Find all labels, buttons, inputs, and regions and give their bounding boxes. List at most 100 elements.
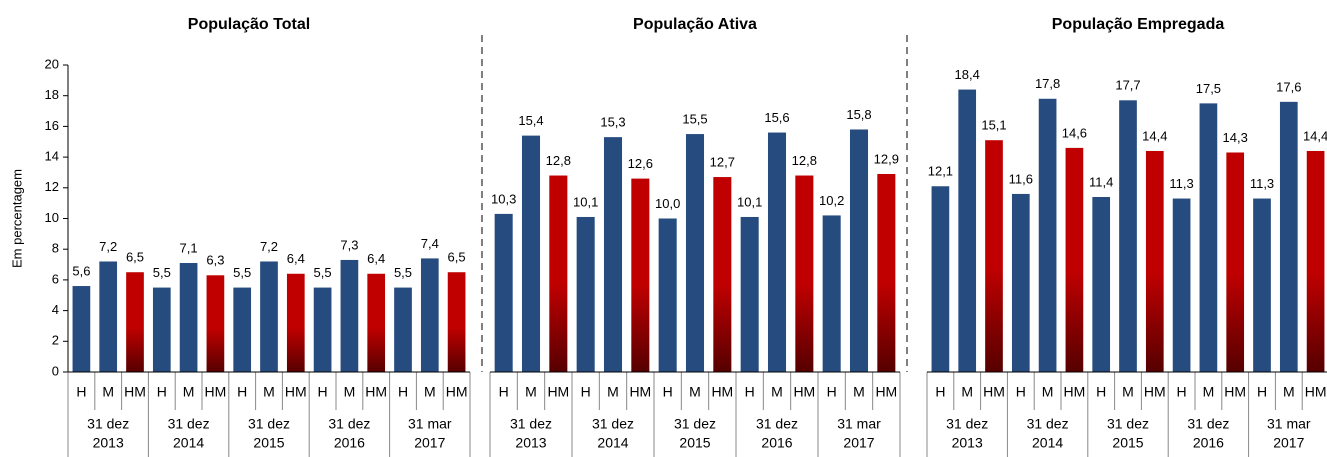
x-tick-label: H bbox=[318, 384, 328, 400]
value-label: 10,2 bbox=[819, 193, 844, 208]
y-tick-label: 14 bbox=[45, 149, 59, 164]
group-label: 2014 bbox=[173, 435, 204, 451]
y-tick-label: 10 bbox=[45, 210, 59, 225]
value-label: 17,7 bbox=[1115, 78, 1140, 93]
value-label: 7,2 bbox=[99, 239, 117, 254]
bar bbox=[849, 129, 869, 372]
value-label: 6,3 bbox=[206, 253, 224, 268]
group-label: 31 mar bbox=[408, 416, 452, 432]
x-tick-label: M bbox=[1203, 384, 1215, 400]
value-label: 12,7 bbox=[710, 154, 735, 169]
x-tick-label: HM bbox=[1305, 384, 1327, 400]
value-label: 5,5 bbox=[394, 265, 412, 280]
y-tick-label: 16 bbox=[45, 118, 59, 133]
group-label: 31 dez bbox=[168, 416, 210, 432]
y-tick-label: 0 bbox=[52, 363, 59, 378]
value-label: 5,6 bbox=[72, 263, 90, 278]
group-label: 2013 bbox=[93, 435, 124, 451]
value-label: 10,1 bbox=[737, 194, 762, 209]
x-tick-label: H bbox=[1177, 384, 1187, 400]
bar bbox=[1092, 197, 1111, 372]
chart-title: População Empregada bbox=[1052, 16, 1225, 33]
value-label: 10,0 bbox=[655, 196, 680, 211]
x-tick-label: M bbox=[263, 384, 275, 400]
value-label: 15,6 bbox=[764, 110, 789, 125]
group-label: 2015 bbox=[253, 435, 284, 451]
x-tick-label: M bbox=[183, 384, 195, 400]
y-tick-label: 4 bbox=[52, 302, 59, 317]
group-label: 31 mar bbox=[1267, 416, 1311, 432]
x-tick-label: H bbox=[1096, 384, 1106, 400]
group-label: 2016 bbox=[334, 435, 365, 451]
bar bbox=[877, 173, 896, 372]
value-label: 12,8 bbox=[546, 153, 571, 168]
bar bbox=[958, 89, 977, 372]
bar bbox=[367, 273, 386, 372]
group-label: 31 dez bbox=[1107, 416, 1149, 432]
x-tick-label: HM bbox=[124, 384, 146, 400]
x-tick-label: HM bbox=[793, 384, 815, 400]
group-label: 31 dez bbox=[328, 416, 370, 432]
bar bbox=[126, 272, 144, 372]
value-label: 18,4 bbox=[955, 67, 980, 82]
chart-title: População Ativa bbox=[633, 16, 757, 33]
bar bbox=[286, 273, 305, 372]
bar bbox=[1119, 100, 1137, 373]
x-tick-label: HM bbox=[1144, 384, 1166, 400]
value-label: 15,1 bbox=[981, 118, 1006, 133]
x-tick-label: M bbox=[771, 384, 783, 400]
x-tick-label: H bbox=[1016, 384, 1026, 400]
value-label: 5,5 bbox=[233, 265, 251, 280]
x-tick-label: M bbox=[344, 384, 356, 400]
group-label: 31 dez bbox=[946, 416, 988, 432]
x-tick-label: HM bbox=[875, 384, 897, 400]
chart-title: População Total bbox=[188, 16, 310, 33]
bar bbox=[447, 272, 466, 372]
bar bbox=[576, 216, 595, 372]
bar bbox=[340, 259, 359, 372]
bar bbox=[1279, 101, 1298, 372]
bar bbox=[72, 286, 91, 372]
bar bbox=[1011, 193, 1030, 372]
group-label: 31 dez bbox=[1027, 416, 1069, 432]
value-label: 6,5 bbox=[448, 250, 466, 265]
y-tick-label: 20 bbox=[45, 56, 59, 71]
x-tick-label: H bbox=[581, 384, 591, 400]
value-label: 6,4 bbox=[367, 251, 385, 266]
value-label: 7,2 bbox=[260, 239, 278, 254]
x-tick-label: HM bbox=[983, 384, 1005, 400]
x-tick-label: H bbox=[663, 384, 673, 400]
x-tick-label: M bbox=[424, 384, 436, 400]
bar bbox=[740, 216, 759, 372]
value-label: 17,5 bbox=[1196, 81, 1221, 96]
group-label: 31 dez bbox=[756, 416, 798, 432]
y-tick-label: 8 bbox=[52, 241, 59, 256]
value-label: 14,4 bbox=[1142, 128, 1167, 143]
group-label: 31 dez bbox=[1187, 416, 1229, 432]
group-label: 2014 bbox=[597, 435, 628, 451]
y-tick-label: 6 bbox=[52, 271, 59, 286]
value-label: 15,4 bbox=[518, 113, 543, 128]
value-label: 17,6 bbox=[1276, 79, 1301, 94]
bar bbox=[394, 287, 412, 372]
x-tick-label: HM bbox=[446, 384, 468, 400]
group-label: 31 dez bbox=[248, 416, 290, 432]
x-tick-label: M bbox=[853, 384, 865, 400]
y-tick-label: 18 bbox=[45, 87, 59, 102]
value-label: 14,6 bbox=[1062, 125, 1087, 140]
value-label: 15,8 bbox=[846, 107, 871, 122]
y-tick-label: 12 bbox=[45, 179, 59, 194]
bar bbox=[985, 140, 1003, 372]
value-label: 5,5 bbox=[314, 265, 332, 280]
bar bbox=[1253, 198, 1271, 372]
bar bbox=[1226, 152, 1245, 372]
bar bbox=[631, 178, 650, 372]
group-label: 31 dez bbox=[87, 416, 129, 432]
x-tick-label: HM bbox=[711, 384, 733, 400]
x-tick-label: H bbox=[157, 384, 167, 400]
bar bbox=[1199, 103, 1218, 372]
bar bbox=[206, 275, 225, 372]
bar bbox=[233, 287, 252, 372]
x-tick-label: M bbox=[607, 384, 619, 400]
